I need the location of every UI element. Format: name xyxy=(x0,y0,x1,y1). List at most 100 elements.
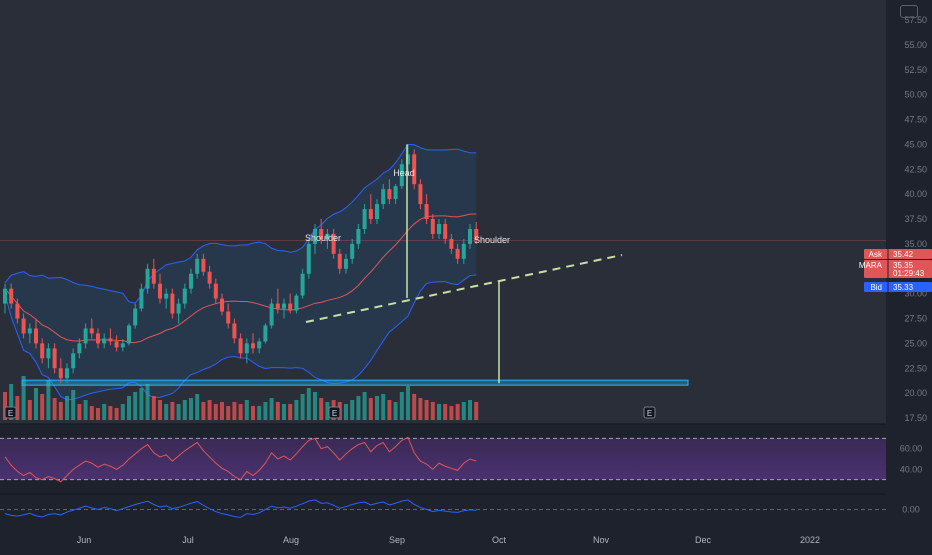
volume-bar xyxy=(65,396,69,420)
bollinger-basis xyxy=(4,213,477,344)
volume-bar xyxy=(362,392,367,420)
volume-bar xyxy=(288,404,293,420)
volume-bar xyxy=(306,388,311,420)
candle-body xyxy=(9,288,14,304)
candle-body xyxy=(21,318,26,334)
x-tick-label: Nov xyxy=(593,535,610,545)
rsi-band xyxy=(0,438,886,480)
price-badge-bg xyxy=(864,249,932,259)
candle-body xyxy=(362,209,367,229)
volume-bar xyxy=(257,406,262,420)
earnings-marker-box xyxy=(328,406,341,419)
candle-body xyxy=(381,189,386,205)
x-tick-label: Sep xyxy=(389,535,405,545)
candle-body xyxy=(114,341,119,348)
x-tick-label: 2022 xyxy=(800,535,820,545)
candle-body xyxy=(288,303,293,311)
candle-body xyxy=(319,228,324,239)
earnings-marker-label: E xyxy=(332,409,337,418)
volume-bar xyxy=(430,402,435,420)
candle-body xyxy=(65,368,69,379)
y-tick-label: 20.00 xyxy=(904,388,927,398)
candle-body xyxy=(108,338,113,342)
volume-bar xyxy=(443,404,448,420)
candle-body xyxy=(96,333,100,344)
candle-body xyxy=(306,243,311,274)
volume-bar xyxy=(158,400,162,420)
volume-bar xyxy=(294,400,299,420)
candle-body xyxy=(71,353,76,369)
candle-body xyxy=(46,348,51,359)
candle-body xyxy=(15,303,20,319)
volume-bar xyxy=(226,406,231,420)
candle-body xyxy=(412,154,417,185)
candle-body xyxy=(58,368,63,379)
candle-body xyxy=(189,273,193,289)
candle-body xyxy=(3,288,7,304)
candle-body xyxy=(207,271,212,284)
price-badge-countdown: 01:29:43 xyxy=(893,269,925,278)
volume-bar xyxy=(468,400,472,420)
volume-bar xyxy=(114,408,119,420)
volume-bar xyxy=(275,402,280,420)
candle-body xyxy=(40,343,45,359)
y-tick-label: 47.50 xyxy=(904,115,927,125)
volume-bar xyxy=(34,388,38,420)
volume-bar xyxy=(83,400,88,420)
volume-bar xyxy=(52,398,57,420)
candle-body xyxy=(331,233,336,254)
candle-body xyxy=(127,325,131,344)
candle-body xyxy=(213,283,218,299)
volume-bar xyxy=(77,404,82,420)
price-badge-value: 35.33 xyxy=(893,283,914,292)
volume-bar xyxy=(300,394,305,420)
candle-body xyxy=(170,293,175,314)
x-tick-label: Oct xyxy=(492,535,507,545)
volume-bar xyxy=(46,380,51,420)
candle-body xyxy=(263,325,268,342)
volume-bar xyxy=(182,400,187,420)
candle-body xyxy=(344,258,348,269)
candle-body xyxy=(164,293,169,299)
y-tick-label: 50.00 xyxy=(904,90,927,100)
volume-bar xyxy=(406,386,410,420)
candle-body xyxy=(226,311,231,324)
candle-body xyxy=(195,258,200,274)
volume-bar xyxy=(251,406,255,420)
volume-bar xyxy=(40,394,45,420)
right-shoulder-label: Shoulder xyxy=(474,235,510,245)
volume-bar xyxy=(139,388,144,420)
earnings-marker-box xyxy=(643,406,656,419)
candle-body xyxy=(52,348,57,369)
y-tick-label: 25.00 xyxy=(904,338,927,348)
candle-body xyxy=(251,343,255,349)
settings-button[interactable] xyxy=(900,5,918,18)
candle-body xyxy=(257,341,262,349)
y-tick-label: 22.50 xyxy=(904,363,927,373)
volume-bar xyxy=(27,400,32,420)
candle-body xyxy=(244,343,249,354)
volume-bar xyxy=(381,394,386,420)
volume-bar xyxy=(282,404,286,420)
y-tick-label: 27.50 xyxy=(904,314,927,324)
bollinger-upper xyxy=(4,143,477,304)
x-tick-label: Dec xyxy=(695,535,712,545)
candle-body xyxy=(455,248,460,259)
volume-bar xyxy=(21,376,26,420)
candle-body xyxy=(232,323,237,339)
y-tick-label: 57.50 xyxy=(904,15,927,25)
volume-bar xyxy=(213,404,218,420)
y-tick-label: 17.50 xyxy=(904,413,927,423)
volume-bar xyxy=(127,396,131,420)
y-tick-label: 40.00 xyxy=(904,189,927,199)
macd-line xyxy=(4,499,477,518)
volume-bar xyxy=(393,402,398,420)
volume-bar xyxy=(89,406,94,420)
price-badge-value: 35.35 xyxy=(893,261,914,270)
candle-body xyxy=(89,328,94,334)
support-zone xyxy=(21,379,689,386)
volume-bar xyxy=(387,400,392,420)
volume-bar xyxy=(455,404,460,420)
volume-bar xyxy=(15,396,20,420)
